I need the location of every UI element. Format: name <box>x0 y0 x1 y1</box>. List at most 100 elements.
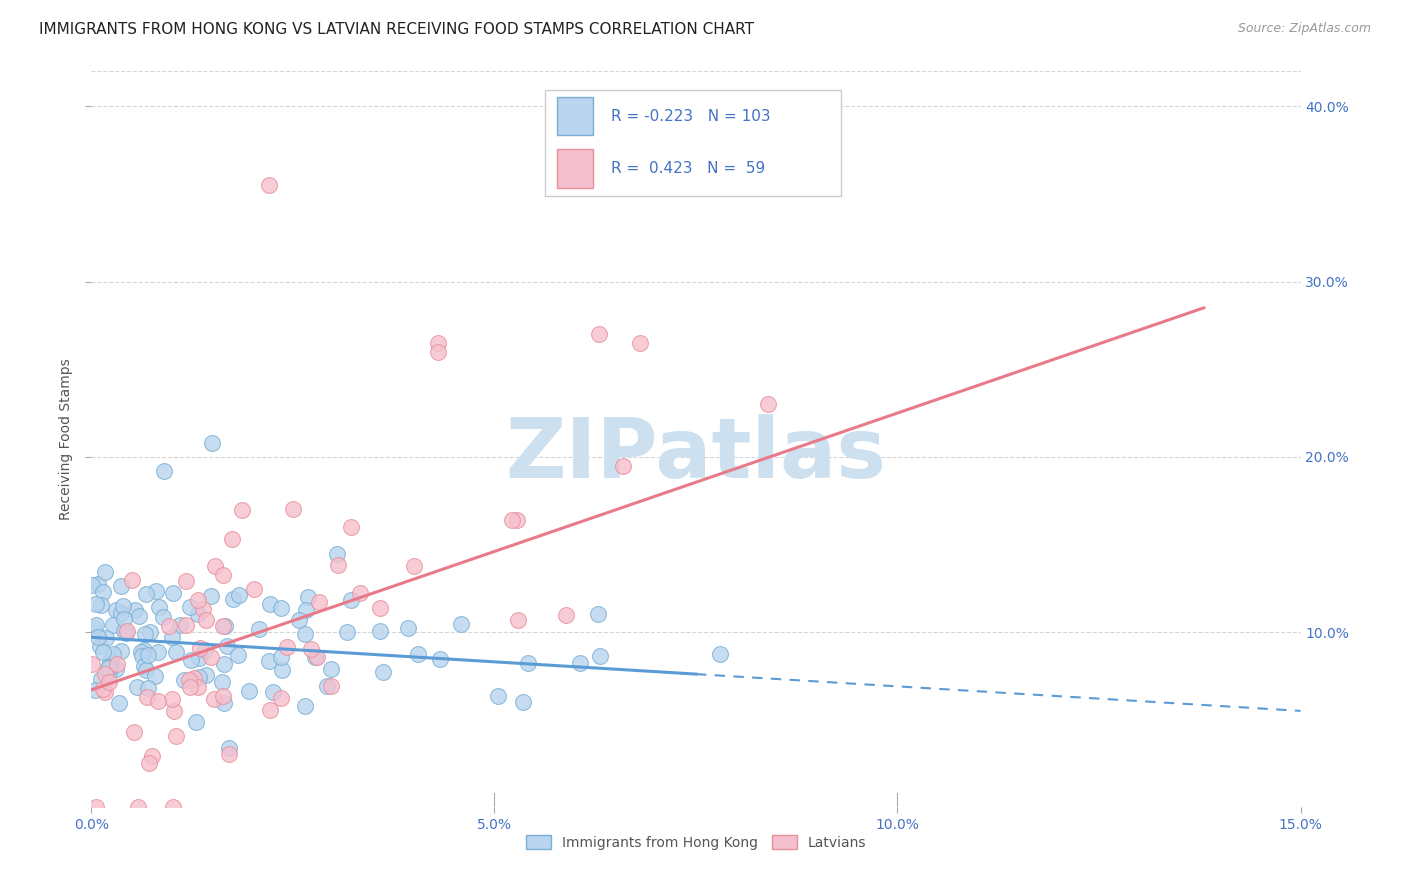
Point <box>162 586 184 600</box>
Point <box>297 590 319 604</box>
Point <box>110 644 132 658</box>
Point <box>243 582 266 596</box>
Point <box>94 566 117 580</box>
Point <box>135 587 157 601</box>
Point <box>201 435 224 450</box>
Point <box>200 589 222 603</box>
Point <box>132 643 155 657</box>
Point <box>97 661 120 675</box>
Point <box>271 663 294 677</box>
Point <box>90 672 112 686</box>
Point <box>138 625 160 640</box>
Point <box>218 741 240 756</box>
Point <box>222 592 245 607</box>
Text: R = -0.223   N = 103: R = -0.223 N = 103 <box>612 109 770 124</box>
Point <box>86 617 108 632</box>
Point <box>231 503 253 517</box>
Point <box>93 685 115 699</box>
Point <box>183 671 205 685</box>
Point <box>340 519 363 533</box>
Point <box>186 714 208 729</box>
Point <box>135 664 157 678</box>
Point <box>83 621 105 635</box>
Point <box>349 586 371 600</box>
Point <box>299 642 322 657</box>
Point <box>91 585 114 599</box>
Point <box>91 645 114 659</box>
Point <box>89 639 111 653</box>
Point <box>226 648 249 663</box>
Point <box>105 657 128 672</box>
Point <box>194 643 217 657</box>
Point <box>141 748 163 763</box>
Point <box>174 574 197 588</box>
Point <box>145 669 167 683</box>
Point <box>138 648 160 662</box>
Point <box>131 644 153 658</box>
Point <box>211 619 233 633</box>
Point <box>187 593 209 607</box>
Point <box>325 547 347 561</box>
Point <box>98 665 121 679</box>
Point <box>127 800 149 814</box>
Point <box>103 618 125 632</box>
Point <box>589 649 612 664</box>
Point <box>93 681 115 696</box>
Point <box>501 513 523 527</box>
Point <box>281 502 304 516</box>
Point <box>262 685 284 699</box>
Point <box>221 533 243 547</box>
Point <box>288 613 311 627</box>
Point <box>152 609 174 624</box>
Point <box>124 603 146 617</box>
Point <box>84 800 107 814</box>
Point <box>218 747 240 761</box>
Point <box>135 690 157 705</box>
Point <box>212 657 235 672</box>
FancyBboxPatch shape <box>557 149 593 187</box>
Point <box>339 593 361 607</box>
Point <box>238 684 260 698</box>
Point <box>295 603 318 617</box>
Point <box>165 729 187 743</box>
Point <box>276 640 298 655</box>
Point <box>98 660 121 674</box>
Text: R =  0.423   N =  59: R = 0.423 N = 59 <box>612 161 766 176</box>
Point <box>148 599 170 614</box>
Point <box>112 624 135 638</box>
Point <box>162 800 184 814</box>
Point <box>259 654 281 668</box>
Point <box>105 603 128 617</box>
Text: IMMIGRANTS FROM HONG KONG VS LATVIAN RECEIVING FOOD STAMPS CORRELATION CHART: IMMIGRANTS FROM HONG KONG VS LATVIAN REC… <box>39 22 755 37</box>
Point <box>270 601 292 615</box>
Point <box>756 397 779 411</box>
Point <box>153 464 176 478</box>
Point <box>193 602 215 616</box>
Point <box>368 624 391 638</box>
Point <box>179 600 201 615</box>
Point <box>148 694 170 708</box>
Point <box>187 681 209 695</box>
Point <box>103 647 125 661</box>
Point <box>97 674 120 689</box>
Point <box>257 178 280 193</box>
Point <box>128 609 150 624</box>
Point <box>336 625 359 640</box>
Point <box>163 704 186 718</box>
Point <box>308 595 330 609</box>
Point <box>80 657 103 672</box>
Point <box>569 656 592 670</box>
Point <box>115 624 138 639</box>
Point <box>326 558 349 572</box>
Point <box>107 697 129 711</box>
Text: ZIPatlas: ZIPatlas <box>506 414 886 494</box>
Point <box>132 659 155 673</box>
Point <box>90 598 112 612</box>
Point <box>98 654 121 668</box>
Point <box>84 597 107 611</box>
Point <box>110 579 132 593</box>
Point <box>187 670 209 684</box>
Point <box>319 679 342 693</box>
Point <box>204 558 226 573</box>
Point <box>121 574 143 588</box>
